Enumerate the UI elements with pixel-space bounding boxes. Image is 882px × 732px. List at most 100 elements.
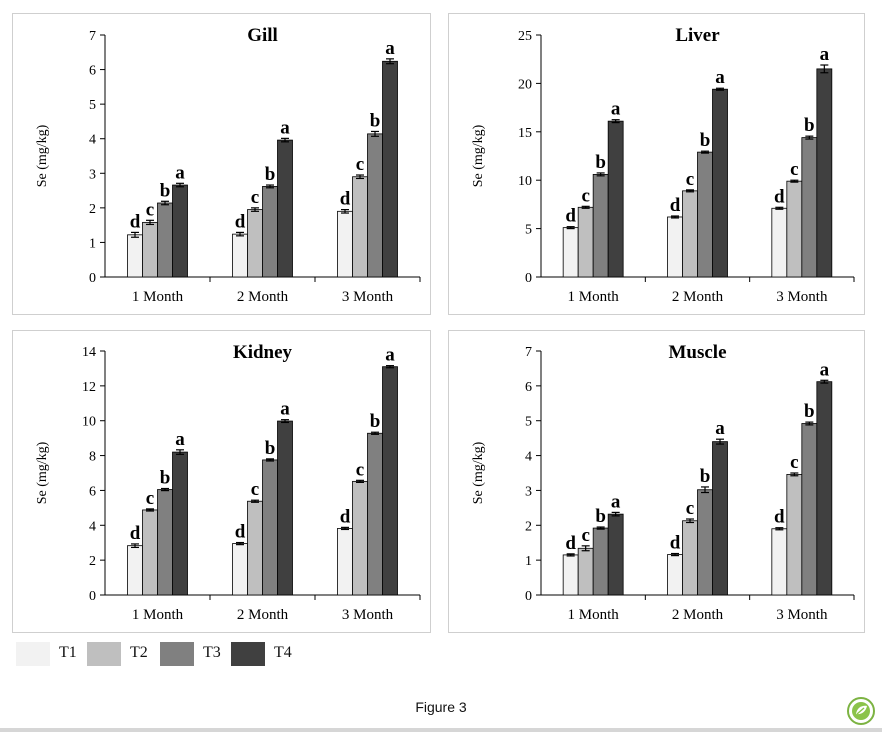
bar-t1 — [337, 528, 353, 596]
bar-t4 — [172, 451, 188, 596]
liver-chart-panel: Liver Se (mg/kg) 0 5 10 15 20 25 1 Month d c b a 2 Mo… — [448, 13, 865, 315]
bar-t2 — [786, 180, 803, 278]
legend-label-t2: T2 — [130, 644, 148, 661]
significance-label: c — [356, 154, 364, 175]
bar-t3 — [367, 432, 383, 596]
bottom-divider — [0, 728, 882, 732]
x-tick-label: 3 Month — [776, 607, 828, 623]
chart-title: Gill — [247, 25, 278, 46]
bar-t2 — [786, 473, 803, 596]
chart-title: Liver — [675, 25, 720, 46]
x-tick-label: 1 Month — [568, 289, 620, 305]
significance-label: d — [774, 507, 785, 528]
significance-label: a — [611, 491, 621, 512]
y-axis-label: Se (mg/kg) — [35, 441, 50, 504]
x-tick-label: 2 Month — [672, 607, 724, 623]
significance-label: b — [804, 115, 815, 136]
significance-label: c — [251, 187, 259, 208]
y-tick-label: 4 — [525, 450, 532, 465]
y-tick-label: 0 — [89, 589, 96, 604]
significance-label: a — [715, 67, 725, 88]
bar-t3 — [592, 173, 609, 278]
muscle-chart-panel: Muscle Se (mg/kg) 0 1 2 3 4 5 6 7 1 Month d c b a 2 Mon… — [448, 330, 865, 633]
bar-t2 — [577, 206, 594, 278]
significance-label: d — [130, 523, 141, 544]
bar-t3 — [262, 186, 278, 278]
y-tick-label: 0 — [525, 589, 532, 604]
bar-t3 — [157, 202, 173, 278]
bar-t4 — [607, 120, 624, 278]
y-tick-label: 5 — [525, 223, 532, 238]
significance-label: c — [790, 159, 798, 180]
significance-label: d — [235, 522, 246, 543]
y-tick-label: 3 — [525, 484, 532, 499]
significance-label: c — [581, 185, 589, 206]
bar-t4 — [277, 139, 293, 278]
bar-t1 — [771, 207, 788, 278]
x-tick-label: 2 Month — [237, 607, 289, 623]
bar-t1 — [127, 545, 143, 596]
significance-label: c — [790, 452, 798, 473]
chart-legend: T1 T2 T3 T4 — [16, 640, 316, 670]
y-tick-label: 4 — [89, 519, 96, 534]
bar-t1 — [667, 554, 683, 596]
y-axis-label: Se (mg/kg) — [471, 441, 486, 504]
bar-t4 — [277, 420, 293, 596]
legend-label-t1: T1 — [59, 644, 77, 661]
significance-label: b — [265, 164, 276, 185]
y-tick-label: 14 — [82, 345, 96, 360]
legend-swatch-t2 — [87, 642, 121, 666]
y-tick-label: 2 — [89, 202, 96, 217]
x-tick-label: 3 Month — [342, 289, 394, 305]
bar-t2 — [142, 509, 158, 596]
gill-chart-panel: Gill Se (mg/kg) 0 1 2 3 4 5 6 7 1 Month d c b a 2 Month… — [12, 13, 431, 315]
bar-t4 — [816, 381, 833, 596]
bar-t1 — [127, 234, 143, 278]
bar-t2 — [247, 500, 263, 596]
significance-label: b — [370, 411, 381, 432]
bar-t3 — [592, 527, 609, 596]
significance-label: b — [804, 401, 815, 422]
bar-t4 — [816, 68, 833, 278]
significance-label: a — [175, 429, 185, 450]
legend-label-t3: T3 — [203, 644, 221, 661]
bar-t2 — [577, 547, 594, 596]
y-tick-label: 7 — [525, 345, 532, 360]
x-tick-label: 1 Month — [568, 607, 620, 623]
bar-t4 — [382, 366, 398, 596]
x-tick-label: 2 Month — [672, 289, 724, 305]
bar-t3 — [262, 459, 278, 596]
y-tick-label: 3 — [89, 167, 96, 182]
significance-label: d — [340, 189, 351, 210]
bar-t3 — [367, 133, 383, 278]
significance-label: d — [670, 195, 681, 216]
x-tick-label: 3 Month — [342, 607, 394, 623]
legend-swatch-t1 — [16, 642, 50, 666]
bar-t1 — [667, 216, 683, 278]
bar-t3 — [697, 151, 713, 278]
significance-label: a — [820, 44, 830, 65]
bar-t3 — [157, 489, 173, 596]
leaf-logo-icon[interactable] — [847, 697, 875, 725]
significance-label: d — [565, 206, 576, 227]
bar-t1 — [562, 227, 579, 278]
y-tick-label: 10 — [82, 415, 96, 430]
significance-label: c — [356, 459, 364, 480]
chart-title: Muscle — [668, 342, 726, 363]
significance-label: a — [385, 345, 395, 366]
significance-label: d — [235, 211, 246, 232]
y-tick-label: 12 — [82, 380, 96, 395]
significance-label: d — [130, 211, 141, 232]
significance-label: c — [251, 479, 259, 500]
significance-label: d — [670, 533, 681, 554]
bar-t3 — [801, 423, 818, 596]
significance-label: b — [700, 466, 711, 487]
y-tick-label: 10 — [518, 174, 532, 189]
kidney-chart-panel: Kidney Se (mg/kg) 0 2 4 6 8 10 12 14 1 Month d c b a 2 … — [12, 330, 431, 633]
significance-label: b — [160, 180, 171, 201]
bar-t3 — [801, 137, 818, 278]
significance-label: d — [774, 186, 785, 207]
bar-t4 — [172, 184, 188, 278]
y-axis-label: Se (mg/kg) — [471, 124, 486, 187]
